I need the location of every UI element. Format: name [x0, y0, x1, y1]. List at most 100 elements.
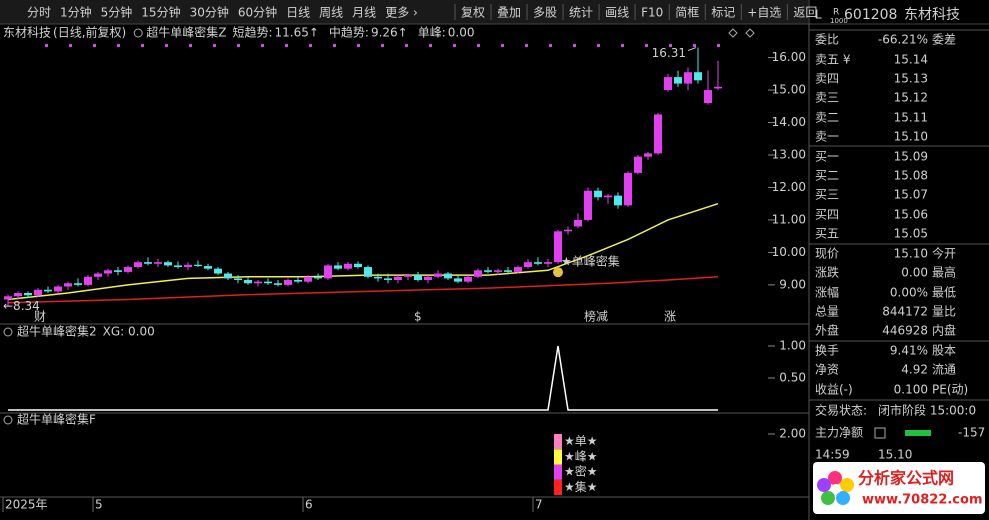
stock-name: 东材科技: [904, 7, 960, 23]
period-tab[interactable]: 周线: [319, 6, 343, 20]
status-label: 交易状态:: [815, 403, 867, 418]
header-text: 超牛单峰密集Z: [146, 25, 226, 40]
signal-dot: [501, 44, 504, 47]
quote-value: 446928: [882, 324, 928, 338]
candle-body: [494, 270, 502, 272]
signal-dot: [429, 44, 432, 47]
candle-body: [204, 266, 212, 269]
candle-body: [444, 273, 452, 279]
candle-body: [154, 262, 162, 264]
signal-dot: [117, 44, 120, 47]
signal-dot: [69, 44, 72, 47]
candle-body: [194, 264, 202, 267]
logo-url: www.70822.com: [862, 493, 983, 508]
tool-button[interactable]: 统计: [569, 6, 593, 20]
period-tab[interactable]: 30分钟: [190, 5, 229, 20]
quote-value: 15.06: [894, 208, 928, 222]
tool-button[interactable]: 标记: [711, 6, 735, 20]
flow-icon[interactable]: [874, 427, 886, 439]
quote-value: 15.08: [894, 169, 928, 183]
candle-body: [524, 262, 532, 268]
candle-body: [674, 77, 682, 84]
quote-value: 0.00: [901, 266, 928, 280]
quote-label: 卖三: [815, 91, 839, 105]
candle-body: [374, 276, 382, 279]
period-tab[interactable]: 1分钟: [60, 5, 92, 20]
quote-label: 买三: [815, 188, 839, 202]
candle-body: [694, 72, 702, 81]
candle-body: [564, 229, 572, 232]
candle-body: [244, 280, 252, 284]
tool-button[interactable]: 简框: [675, 6, 699, 20]
event-label: 涨: [664, 309, 676, 324]
candle-body: [254, 281, 262, 284]
quote-value: 4.92: [901, 363, 928, 377]
candle-body: [174, 265, 182, 268]
period-tab[interactable]: 5分钟: [101, 5, 133, 20]
segment-label: ★单★: [564, 434, 598, 448]
quote-label: 涨跌: [815, 265, 839, 280]
candle-body: [464, 276, 472, 282]
quote-value: 0.100: [894, 383, 928, 397]
flow-bar: [905, 430, 931, 436]
tick-price: 15.10: [878, 448, 912, 462]
signal-dot: [213, 44, 216, 47]
tool-button[interactable]: 多股: [533, 6, 557, 20]
signal-dot: [453, 44, 456, 47]
period-tab[interactable]: 更多 ›: [385, 6, 418, 20]
indicator-icon[interactable]: [3, 327, 13, 337]
header-text: 东材科技: [3, 26, 51, 40]
candle-body: [614, 195, 622, 206]
icon[interactable]: [728, 28, 738, 38]
signal-dot: [237, 44, 240, 47]
signal-dot: [381, 44, 384, 47]
candle-body: [84, 276, 92, 285]
tool-button[interactable]: 叠加: [497, 6, 521, 20]
signal-label: ★单峰密集: [561, 254, 620, 269]
candle-body: [234, 278, 242, 281]
candle-body: [304, 276, 312, 282]
period-tab[interactable]: 15分钟: [141, 5, 180, 20]
y-tick-label: 12.00: [772, 180, 806, 194]
icon[interactable]: [745, 28, 755, 38]
line: [8, 345, 718, 411]
candle-body: [354, 263, 362, 268]
tool-button[interactable]: 画线: [605, 6, 629, 20]
quote-extra: 股本: [932, 344, 956, 358]
signal-dot: [45, 44, 48, 47]
tool-button[interactable]: 返回: [793, 6, 817, 20]
header-text: 单峰:: [418, 26, 446, 40]
quote-extra: 委差: [932, 33, 956, 47]
low-label: ←8.34: [3, 299, 40, 313]
quote-extra: 流通: [932, 363, 956, 377]
signal-dot: [285, 44, 288, 47]
logo-flower: [817, 471, 854, 505]
flow-label: 主力净额: [815, 426, 863, 440]
tool-button[interactable]: F10: [641, 6, 663, 20]
quote-label: 卖五 ¥: [815, 53, 851, 67]
period-tab[interactable]: 60分钟: [238, 5, 277, 20]
tool-button[interactable]: +自选: [747, 6, 781, 20]
indicator-icon[interactable]: [133, 28, 143, 38]
x-tick-label: 7: [535, 498, 543, 512]
candle-body: [74, 283, 82, 285]
period-tab[interactable]: 日线: [286, 6, 310, 20]
candle-body: [384, 278, 392, 281]
tool-button[interactable]: 复权: [461, 6, 485, 20]
stock-code: 601208: [844, 7, 897, 23]
candle-body: [14, 293, 22, 297]
quote-label: 买一: [815, 150, 839, 164]
candle-body: [534, 262, 542, 264]
signal-dot: [477, 44, 480, 47]
event-label: $: [414, 310, 422, 324]
period-tab[interactable]: 分时: [27, 6, 51, 20]
quote-value: 15.14: [894, 53, 928, 67]
candle-body: [214, 268, 222, 274]
logo-name: 分析家公式网: [858, 469, 954, 488]
indicator-icon[interactable]: [3, 415, 13, 425]
quote-value: 0.00%: [890, 286, 928, 300]
candle-body: [364, 267, 372, 277]
signal-dot: [357, 44, 360, 47]
candle-body: [144, 262, 152, 264]
period-tab[interactable]: 月线: [352, 6, 376, 20]
